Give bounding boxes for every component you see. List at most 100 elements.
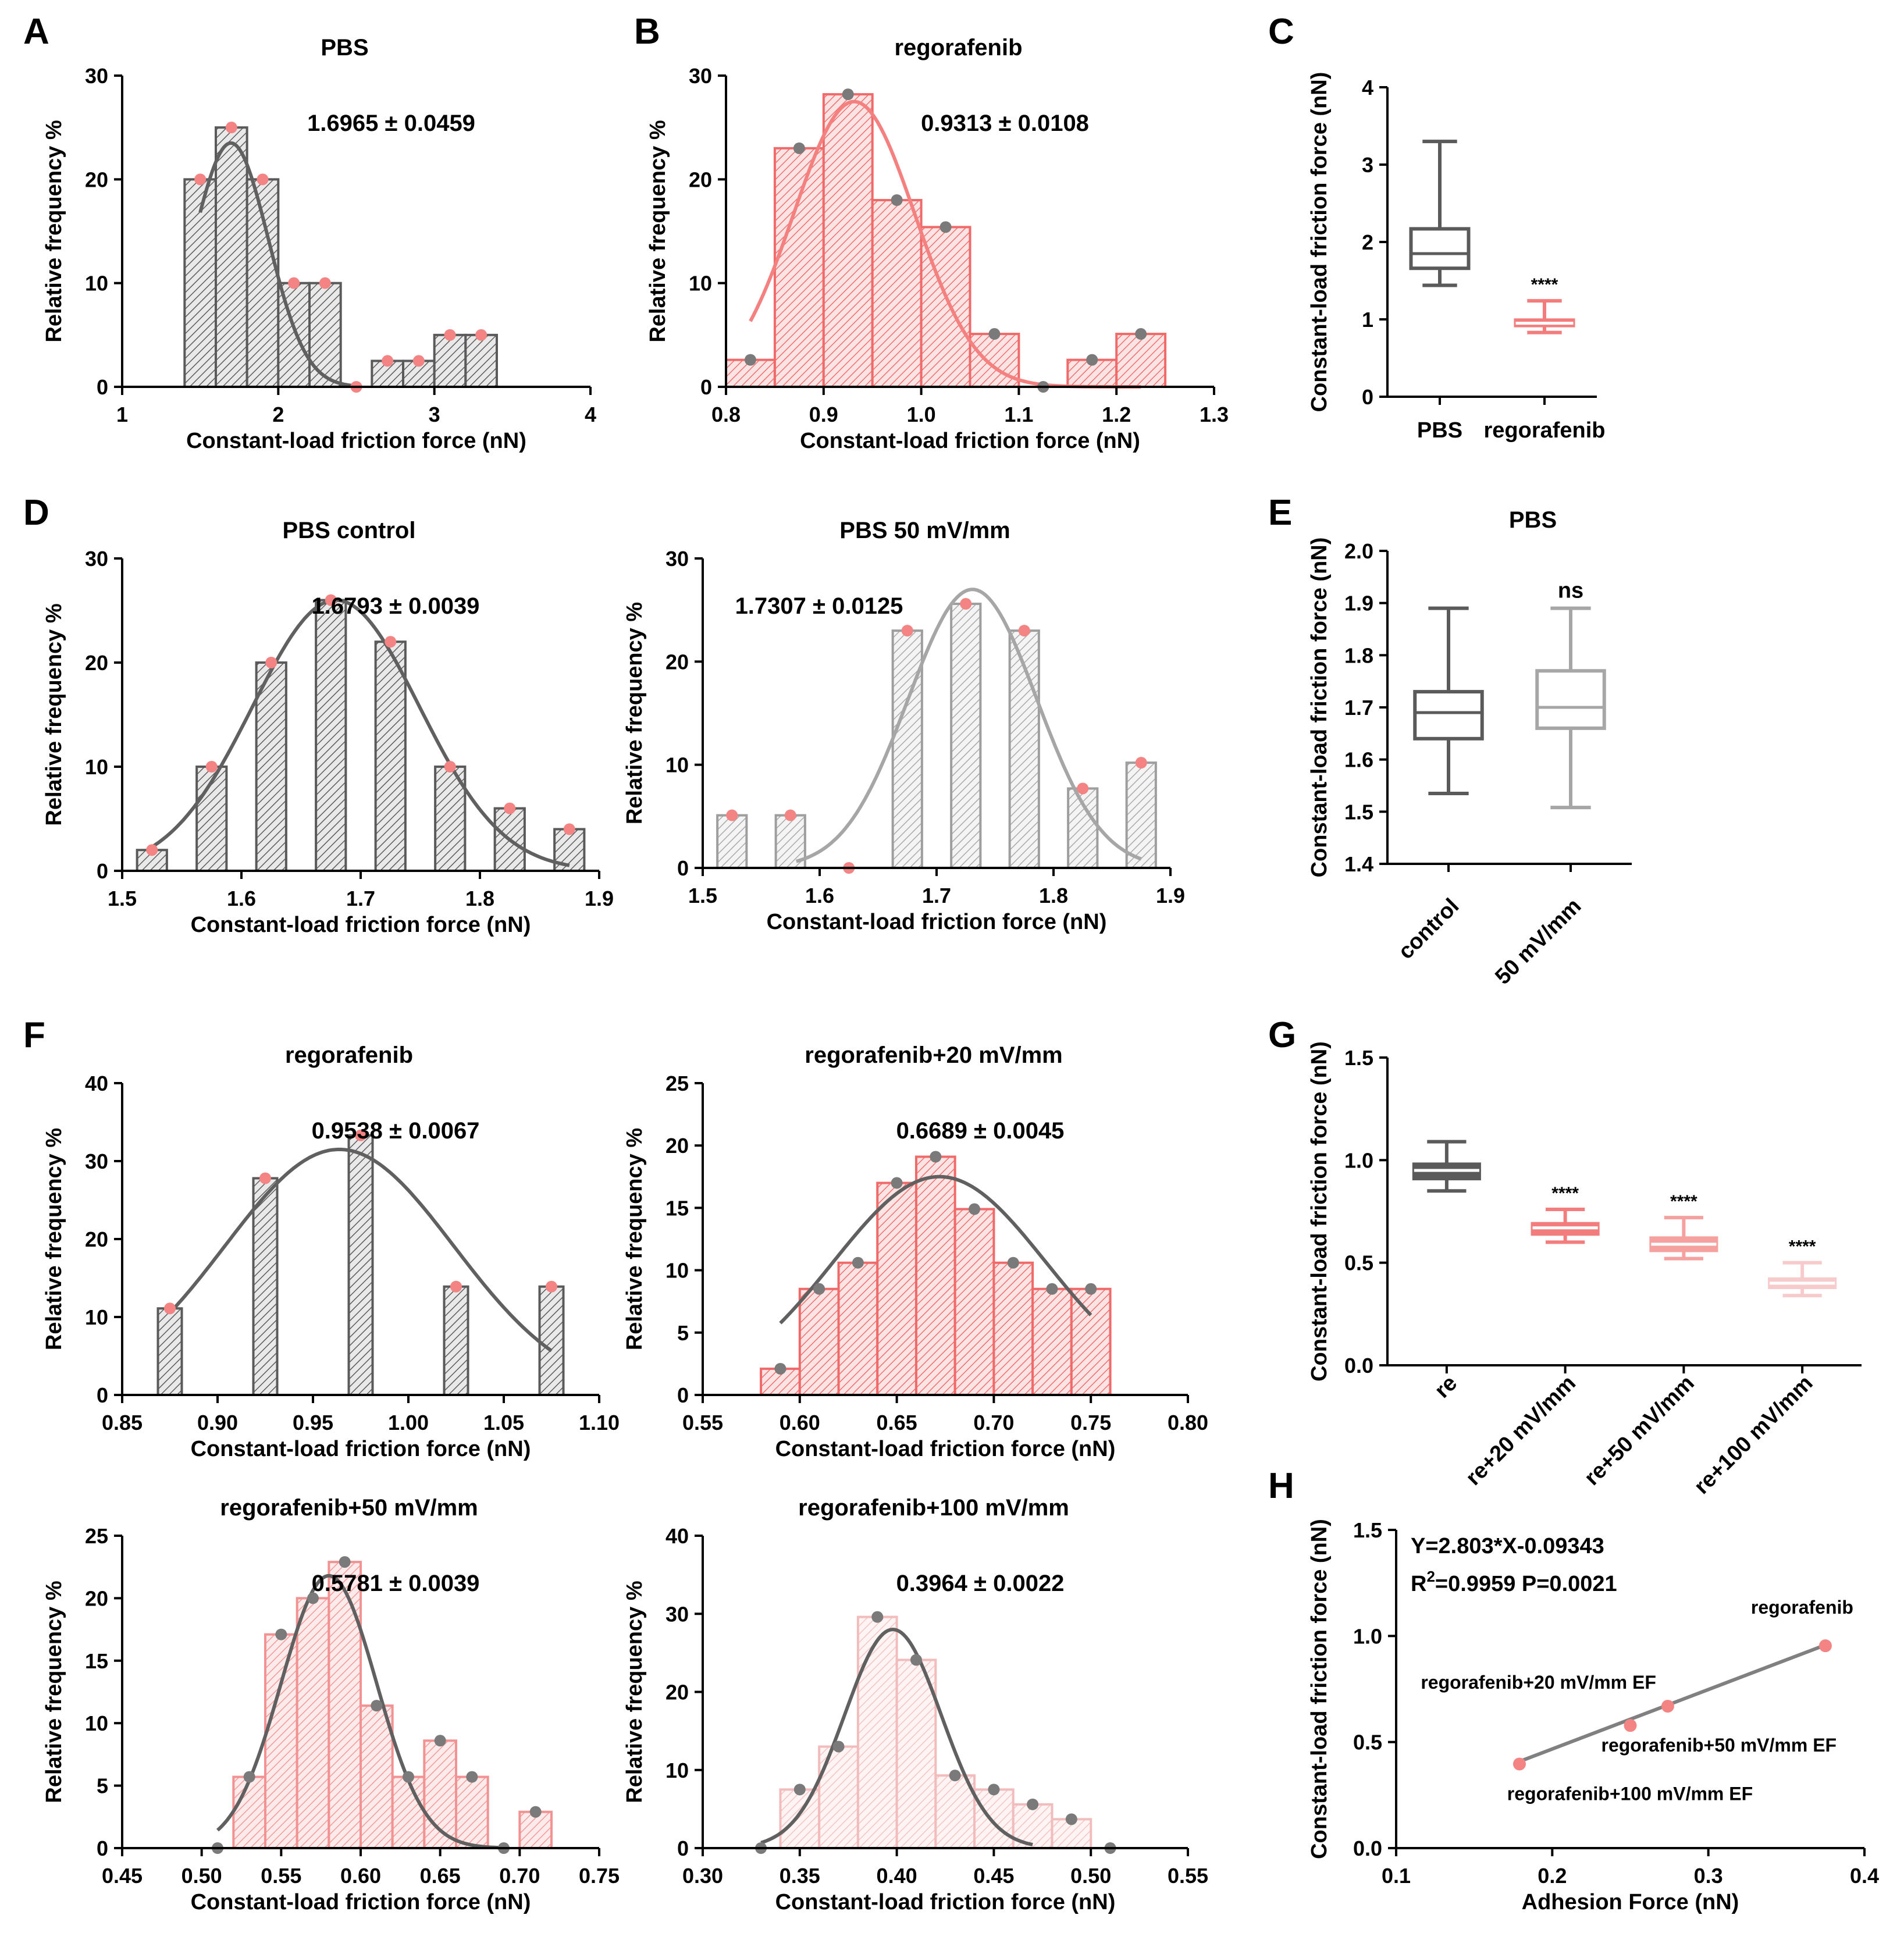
data-point [988, 1784, 1000, 1796]
y-tick-label: 0.5 [1344, 1251, 1373, 1275]
data-point [891, 194, 903, 206]
data-point [1077, 782, 1089, 795]
category-label: re+20 mV/mm [1461, 1371, 1581, 1490]
significance-label: **** [1531, 275, 1558, 294]
x-tick-label: 0.65 [420, 1864, 461, 1888]
y-axis-label: Relative frequency % [42, 1581, 66, 1803]
y-axis-label: Relative frequency % [42, 603, 66, 825]
bar [391, 1775, 426, 1849]
x-tick-label: 0.75 [579, 1864, 620, 1888]
y-tick-label: 10 [665, 1259, 689, 1283]
bar [950, 603, 982, 869]
point-label: regorafenib+20 mV/mm EF [1421, 1672, 1656, 1693]
x-tick-label: 0.4 [1850, 1864, 1879, 1888]
y-tick-label: 1.8 [1344, 643, 1373, 667]
x-axis-label: Constant-load friction force (nN) [775, 1437, 1116, 1461]
bar [347, 1134, 374, 1397]
chart-title: regorafenib+100 mV/mm [798, 1495, 1069, 1521]
x-tick-label: 3 [429, 403, 440, 426]
bar [992, 1261, 1034, 1397]
y-tick-label: 1.7 [1344, 696, 1373, 720]
data-point [1018, 625, 1030, 637]
y-tick-label: 20 [665, 1134, 689, 1158]
y-tick-label: 0 [1362, 385, 1373, 409]
y-tick-label: 20 [85, 1586, 108, 1610]
data-point [382, 355, 394, 367]
fit-curve [760, 1628, 1033, 1847]
y-tick-label: 20 [665, 1681, 689, 1704]
y-axis-label: Relative frequency % [42, 120, 66, 342]
x-axis-label: Adhesion Force (nN) [1522, 1890, 1739, 1914]
data-point [949, 1770, 961, 1782]
category-label: re+100 mV/mm [1689, 1371, 1817, 1499]
x-tick-label: 1.6 [805, 884, 834, 907]
x-tick-label: 0.45 [102, 1864, 143, 1888]
y-tick-label: 0 [97, 1383, 108, 1407]
data-point [988, 328, 1001, 340]
data-point [939, 221, 952, 233]
panel-letter: E [1268, 493, 1292, 533]
y-tick-label: 20 [85, 1227, 108, 1251]
mean-annotation: 0.9538 ± 0.0067 [312, 1118, 480, 1144]
y-axis-label: Constant-load friction force (nN) [1307, 72, 1332, 412]
data-point [434, 1735, 446, 1747]
bar [296, 1597, 330, 1849]
x-tick-label: 0.40 [877, 1864, 917, 1888]
chart-C: C 0 1 2 3 4 Constant-load friction force (nN) P… [1268, 12, 1606, 443]
y-axis-label: Constant-load friction force (nN) [1307, 538, 1332, 878]
fit-curve [795, 588, 1142, 863]
y-tick-label: 40 [665, 1524, 689, 1548]
data-point [355, 1129, 366, 1141]
data-point [1086, 354, 1098, 366]
bar [837, 1261, 879, 1397]
chart-A: A PBS 0 10 20 30 Relative frequency % 1 2 3 4 Const… [23, 12, 596, 453]
data-point [1007, 1257, 1019, 1269]
y-tick-label: 2 [1362, 230, 1373, 254]
y-tick-label: 1.5 [1344, 800, 1373, 824]
y-tick-label: 30 [665, 1602, 689, 1626]
x-tick-label: 1.7 [922, 884, 951, 907]
data-point [225, 122, 237, 134]
x-tick-label: 1.8 [1039, 884, 1068, 907]
y-tick-label: 20 [85, 651, 108, 675]
data-point [1512, 1757, 1526, 1771]
y-tick-label: 1.6 [1344, 748, 1373, 772]
fit-curve [779, 1174, 1092, 1325]
y-tick-label: 1.4 [1344, 852, 1373, 876]
y-axis-label: Relative frequency % [622, 1581, 647, 1803]
data-point [475, 329, 487, 341]
x-tick-label: 0.55 [682, 1411, 723, 1435]
bar [1031, 1287, 1073, 1397]
data-point [891, 1177, 903, 1189]
y-tick-label: 0 [97, 375, 108, 399]
data-point [205, 761, 218, 773]
x-tick-label: 1.9 [1156, 884, 1185, 907]
category-label: re [1430, 1371, 1462, 1403]
x-tick-label: 0.75 [1070, 1411, 1111, 1435]
y-tick-label: 0 [677, 1383, 689, 1407]
chart-E: E PBS 1.4 1.5 1.6 1.7 1.8 1.9 2.0 Constant-load f… [1268, 493, 1632, 989]
data-point [1818, 1639, 1832, 1653]
chart-title: PBS [1509, 507, 1557, 533]
data-point [164, 1302, 176, 1315]
data-point [793, 1784, 806, 1796]
data-point [288, 277, 300, 289]
bar [973, 1788, 1015, 1849]
x-tick-label: 0.60 [340, 1864, 381, 1888]
chart-title: regorafenib [285, 1042, 413, 1068]
x-tick-label: 1.7 [346, 887, 375, 910]
mean-annotation: 0.5781 ± 0.0039 [312, 1571, 480, 1596]
y-tick-label: 5 [97, 1774, 108, 1798]
y-tick-label: 30 [665, 547, 689, 571]
data-point [852, 1257, 864, 1269]
bar [455, 1775, 489, 1849]
y-axis-label: Relative frequency % [42, 1128, 66, 1350]
y-tick-label: 25 [85, 1524, 108, 1548]
box [1409, 227, 1471, 270]
y-tick-label: 0 [677, 1836, 689, 1860]
x-tick-label: 0.1 [1382, 1864, 1411, 1888]
data-point [412, 355, 425, 367]
chart-F3: regorafenib+50 mV/mm 0 5 10 15 20 25 Relative f… [42, 1495, 620, 1914]
data-point [744, 354, 756, 366]
